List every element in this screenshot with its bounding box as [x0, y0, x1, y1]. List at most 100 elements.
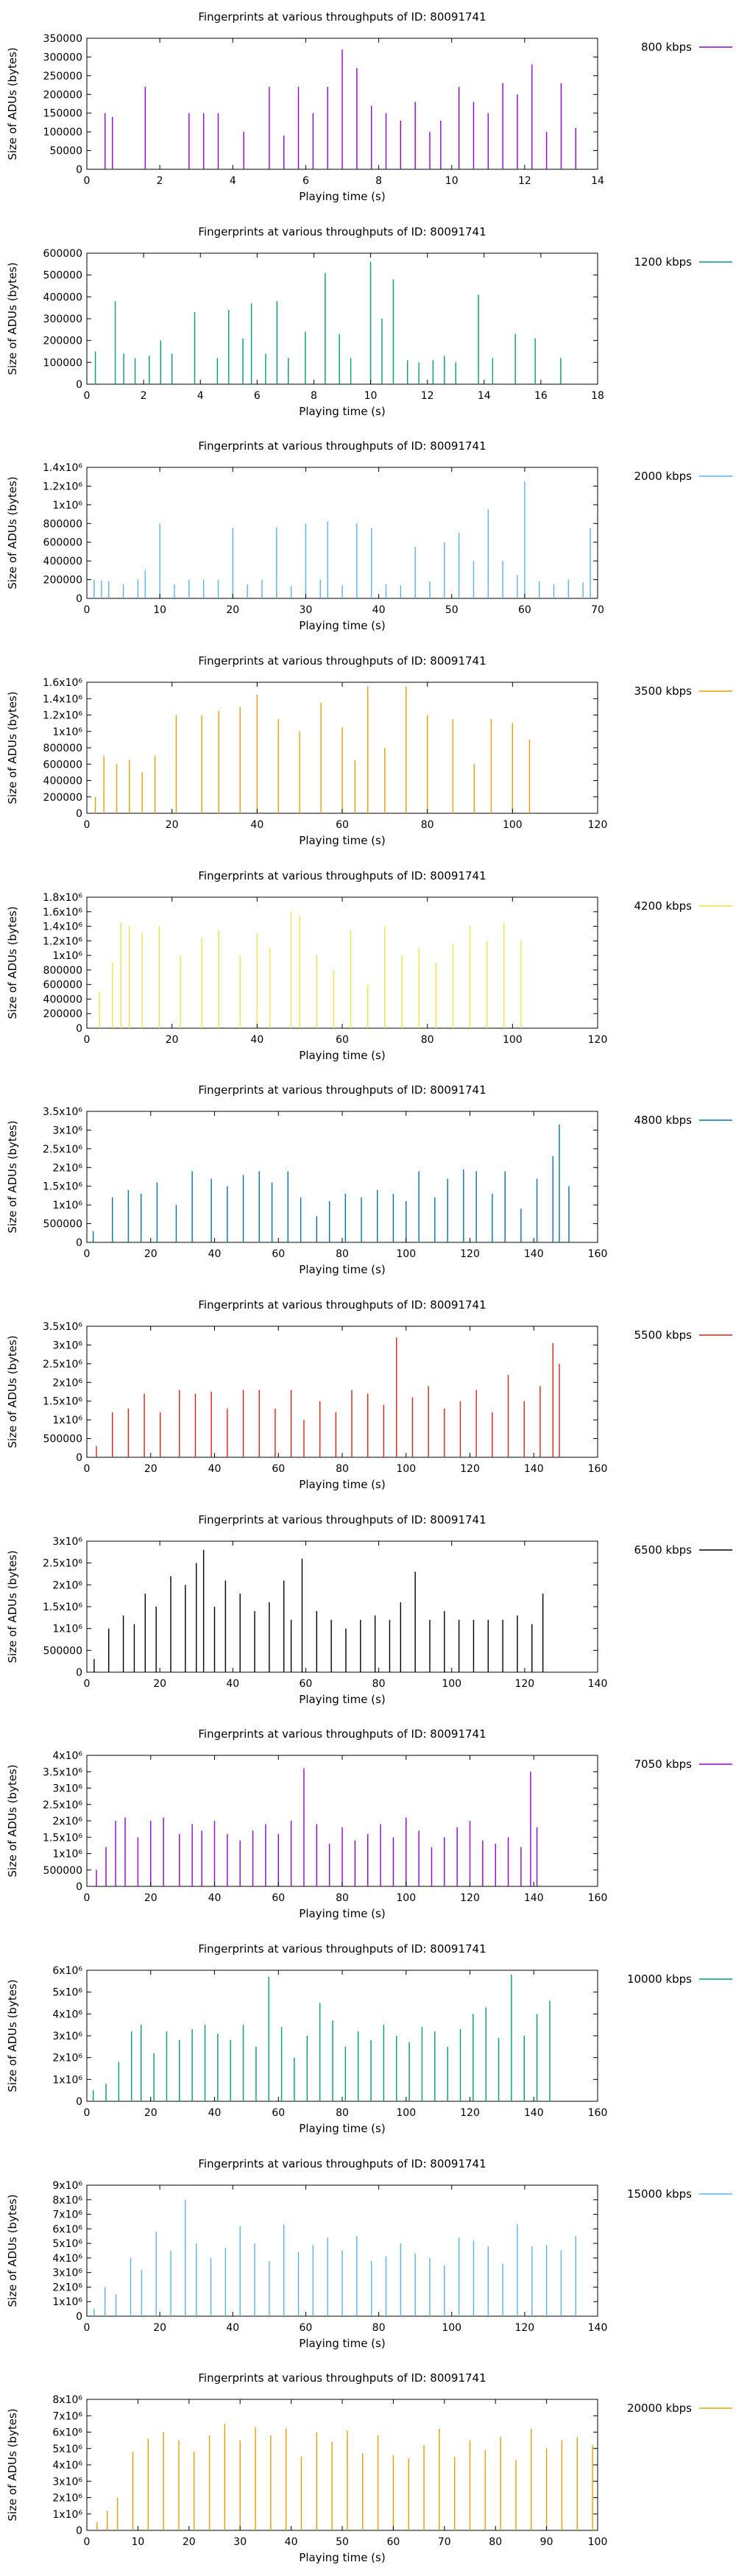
y-tick-label: 2x10⁶	[52, 1579, 82, 1591]
y-tick-label: 150000	[43, 108, 82, 120]
x-tick-label: 40	[208, 1892, 222, 1904]
y-tick-label: 3.5x10⁶	[43, 1321, 82, 1333]
x-tick-label: 120	[514, 2322, 534, 2334]
y-tick-label: 6x10⁶	[52, 2427, 82, 2439]
x-tick-label: 16	[534, 390, 548, 402]
y-tick-label: 250000	[43, 71, 82, 82]
y-axis-label: Size of ADUs (bytes)	[6, 262, 19, 375]
series-bars	[96, 1337, 560, 1457]
x-tick-label: 6	[302, 175, 309, 187]
y-tick-label: 0	[76, 2096, 82, 2108]
x-tick-label: 2	[157, 175, 163, 187]
chart-title: Fingerprints at various throughputs of I…	[198, 1083, 486, 1097]
x-tick-label: 40	[208, 2107, 222, 2119]
plot-frame	[86, 1326, 598, 1458]
x-tick-label: 40	[208, 1248, 222, 1260]
x-tick-label: 40	[226, 2322, 239, 2334]
y-tick-label: 500000	[43, 1865, 82, 1877]
x-tick-label: 60	[272, 1892, 285, 1904]
x-tick-label: 10	[445, 175, 459, 187]
y-tick-label: 8x10⁶	[52, 2195, 82, 2207]
x-tick-label: 6	[254, 390, 261, 402]
x-tick-label: 12	[421, 390, 434, 402]
x-tick-label: 140	[588, 2322, 608, 2334]
chart-10: Fingerprints at various throughputs of I…	[6, 1942, 732, 2135]
x-tick-label: 20	[144, 1463, 158, 1475]
x-axis-label: Playing time (s)	[299, 834, 385, 847]
y-tick-label: 0	[76, 808, 82, 820]
y-tick-label: 1x10⁶	[52, 2509, 82, 2521]
x-tick-label: 80	[489, 2536, 502, 2548]
x-tick-label: 0	[84, 819, 91, 831]
series-bars	[96, 2424, 593, 2530]
legend-label: 800 kbps	[641, 40, 692, 54]
x-tick-label: 120	[460, 1463, 480, 1475]
y-tick-label: 8x10⁶	[52, 2394, 82, 2406]
x-tick-label: 20	[144, 1248, 158, 1260]
x-tick-label: 0	[84, 1678, 91, 1690]
x-tick-label: 10	[131, 2536, 144, 2548]
x-tick-label: 100	[442, 1678, 461, 1690]
x-tick-label: 160	[588, 1463, 608, 1475]
plot-frame	[86, 1540, 598, 1673]
y-axis-label: Size of ADUs (bytes)	[6, 47, 19, 160]
x-tick-label: 100	[396, 2107, 416, 2119]
x-tick-label: 0	[84, 1892, 91, 1904]
legend-label: 3500 kbps	[634, 684, 693, 698]
y-tick-label: 2x10⁶	[52, 2282, 82, 2293]
y-tick-label: 2x10⁶	[52, 1162, 82, 1174]
series-bars	[93, 481, 591, 598]
plot-frame	[86, 1970, 598, 2102]
x-tick-label: 140	[524, 2107, 544, 2119]
x-tick-label: 120	[588, 819, 608, 831]
x-tick-label: 10	[153, 604, 166, 616]
x-tick-label: 4	[230, 175, 236, 187]
x-tick-label: 60	[336, 819, 349, 831]
y-tick-label: 1x10⁶	[52, 500, 82, 512]
y-tick-label: 1.4x10⁶	[43, 693, 82, 705]
x-tick-label: 30	[300, 604, 313, 616]
series-bars	[93, 2199, 576, 2316]
y-tick-label: 200000	[43, 1008, 82, 1020]
x-tick-label: 20	[153, 1678, 166, 1690]
y-axis-label: Size of ADUs (bytes)	[6, 691, 19, 804]
x-tick-label: 70	[591, 604, 604, 616]
y-tick-label: 6x10⁶	[52, 1965, 82, 1977]
x-tick-label: 20	[226, 604, 239, 616]
y-tick-label: 500000	[43, 1434, 82, 1446]
y-tick-label: 0	[76, 1237, 82, 1249]
x-tick-label: 90	[540, 2536, 553, 2548]
y-tick-label: 2x10⁶	[52, 1377, 82, 1389]
y-tick-label: 1.5x10⁶	[43, 1396, 82, 1408]
x-axis-label: Playing time (s)	[299, 1693, 385, 1706]
x-tick-label: 20	[144, 2107, 158, 2119]
y-tick-label: 1.4x10⁶	[43, 462, 82, 474]
x-tick-label: 0	[84, 604, 91, 616]
x-tick-label: 60	[272, 2107, 285, 2119]
y-tick-label: 200000	[43, 89, 82, 101]
x-tick-label: 40	[250, 819, 263, 831]
x-tick-label: 0	[84, 2536, 91, 2548]
y-tick-label: 1.4x10⁶	[43, 921, 82, 933]
y-tick-label: 1.2x10⁶	[43, 935, 82, 947]
legend-label: 1200 kbps	[634, 255, 693, 269]
x-tick-label: 120	[460, 2107, 480, 2119]
chart-9: Fingerprints at various throughputs of I…	[6, 1727, 732, 1920]
y-tick-label: 400000	[43, 776, 82, 788]
x-tick-label: 60	[300, 2322, 313, 2334]
x-tick-label: 60	[336, 1034, 349, 1046]
x-tick-label: 0	[84, 1463, 91, 1475]
y-tick-label: 3x10⁶	[52, 1125, 82, 1136]
x-tick-label: 0	[84, 175, 91, 187]
y-tick-label: 0	[76, 1667, 82, 1679]
y-tick-label: 1.8x10⁶	[43, 892, 82, 904]
x-tick-label: 80	[421, 1034, 434, 1046]
x-tick-label: 14	[591, 175, 604, 187]
y-tick-label: 0	[76, 1023, 82, 1035]
x-tick-label: 60	[300, 1678, 313, 1690]
chart-title: Fingerprints at various throughputs of I…	[198, 225, 486, 238]
chart-title: Fingerprints at various throughputs of I…	[198, 2157, 486, 2170]
y-axis-label: Size of ADUs (bytes)	[6, 1550, 19, 1663]
x-tick-label: 100	[588, 2536, 608, 2548]
x-tick-label: 160	[588, 2107, 608, 2119]
